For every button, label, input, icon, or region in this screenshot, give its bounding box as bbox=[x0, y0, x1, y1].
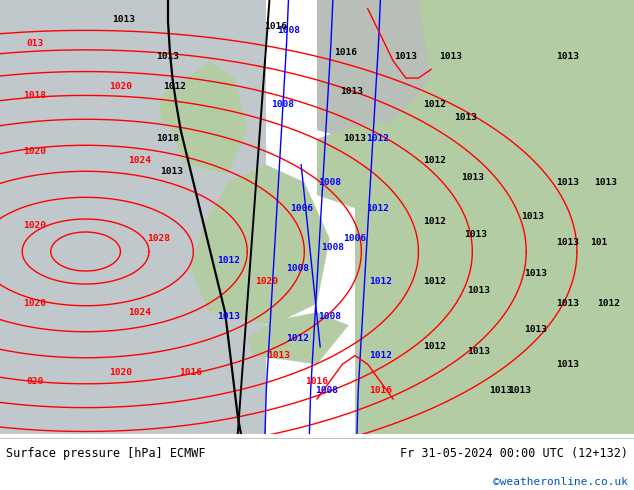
Text: 1012: 1012 bbox=[287, 334, 309, 343]
Polygon shape bbox=[355, 0, 634, 434]
Polygon shape bbox=[0, 0, 266, 434]
Polygon shape bbox=[171, 61, 247, 173]
Text: 1013: 1013 bbox=[112, 15, 135, 24]
Text: 1013: 1013 bbox=[556, 52, 579, 61]
Text: 1012: 1012 bbox=[597, 299, 620, 308]
Text: 1013: 1013 bbox=[524, 325, 547, 334]
Text: 1012: 1012 bbox=[163, 82, 186, 91]
Text: 1013: 1013 bbox=[556, 299, 579, 308]
Text: 1013: 1013 bbox=[439, 52, 462, 61]
Text: 1024: 1024 bbox=[128, 156, 151, 165]
Text: 1016: 1016 bbox=[264, 22, 287, 30]
Text: 1013: 1013 bbox=[455, 113, 477, 122]
Text: 1013: 1013 bbox=[467, 347, 490, 356]
Text: 1020: 1020 bbox=[23, 299, 46, 308]
Text: 1012: 1012 bbox=[423, 156, 446, 165]
Text: 1012: 1012 bbox=[217, 256, 240, 265]
Polygon shape bbox=[158, 87, 184, 130]
Text: 1013: 1013 bbox=[268, 351, 290, 360]
Polygon shape bbox=[190, 165, 330, 325]
Text: 1006: 1006 bbox=[344, 234, 366, 243]
Text: 1012: 1012 bbox=[423, 99, 446, 109]
Text: 1024: 1024 bbox=[128, 308, 151, 317]
Text: 1013: 1013 bbox=[467, 286, 490, 295]
Text: 1013: 1013 bbox=[594, 178, 617, 187]
Polygon shape bbox=[317, 0, 431, 139]
Text: 1028: 1028 bbox=[147, 234, 170, 243]
Text: 1018: 1018 bbox=[23, 91, 46, 100]
Text: 1013: 1013 bbox=[157, 52, 179, 61]
Text: 1013: 1013 bbox=[344, 134, 366, 143]
Text: 1012: 1012 bbox=[369, 277, 392, 286]
Text: 1008: 1008 bbox=[287, 265, 309, 273]
Polygon shape bbox=[247, 312, 349, 364]
Text: 1012: 1012 bbox=[369, 351, 392, 360]
Text: 1013: 1013 bbox=[489, 386, 512, 395]
Text: ©weatheronline.co.uk: ©weatheronline.co.uk bbox=[493, 477, 628, 487]
Text: 1018: 1018 bbox=[157, 134, 179, 143]
Text: 1012: 1012 bbox=[423, 343, 446, 351]
Text: 1016: 1016 bbox=[306, 377, 328, 386]
Text: 1008: 1008 bbox=[321, 243, 344, 252]
Text: 1020: 1020 bbox=[23, 147, 46, 156]
Text: 1012: 1012 bbox=[423, 277, 446, 286]
Text: 1006: 1006 bbox=[290, 204, 313, 213]
Text: 1013: 1013 bbox=[521, 212, 544, 221]
Text: Surface pressure [hPa] ECMWF: Surface pressure [hPa] ECMWF bbox=[6, 447, 206, 460]
Text: 1013: 1013 bbox=[160, 167, 183, 176]
Text: 1013: 1013 bbox=[508, 386, 531, 395]
Polygon shape bbox=[317, 122, 412, 208]
Text: 1008: 1008 bbox=[318, 312, 341, 321]
Text: 1013: 1013 bbox=[464, 230, 487, 239]
Text: 1013: 1013 bbox=[217, 312, 240, 321]
Text: 1012: 1012 bbox=[423, 217, 446, 226]
Text: 101: 101 bbox=[590, 238, 608, 247]
Text: 1013: 1013 bbox=[394, 52, 417, 61]
Text: 1020: 1020 bbox=[109, 82, 132, 91]
Text: 1020: 1020 bbox=[23, 221, 46, 230]
Text: 1012: 1012 bbox=[366, 204, 389, 213]
Text: 1008: 1008 bbox=[318, 178, 341, 187]
Text: 013: 013 bbox=[26, 39, 44, 48]
Text: 1013: 1013 bbox=[461, 173, 484, 182]
Text: 1012: 1012 bbox=[366, 134, 389, 143]
Text: 1020: 1020 bbox=[109, 368, 132, 377]
Text: 1008: 1008 bbox=[315, 386, 338, 395]
Text: 1013: 1013 bbox=[556, 238, 579, 247]
Text: Fr 31-05-2024 00:00 UTC (12+132): Fr 31-05-2024 00:00 UTC (12+132) bbox=[399, 447, 628, 460]
Text: 1016: 1016 bbox=[369, 386, 392, 395]
Text: 1013: 1013 bbox=[556, 360, 579, 369]
Text: 1020: 1020 bbox=[255, 277, 278, 286]
Text: 1008: 1008 bbox=[271, 99, 294, 109]
Text: 1013: 1013 bbox=[556, 178, 579, 187]
Text: 1016: 1016 bbox=[179, 368, 202, 377]
Text: 020: 020 bbox=[26, 377, 44, 386]
Text: 1008: 1008 bbox=[277, 26, 300, 35]
Text: 1013: 1013 bbox=[340, 87, 363, 96]
Text: 1016: 1016 bbox=[334, 48, 357, 56]
Text: 1013: 1013 bbox=[524, 269, 547, 278]
